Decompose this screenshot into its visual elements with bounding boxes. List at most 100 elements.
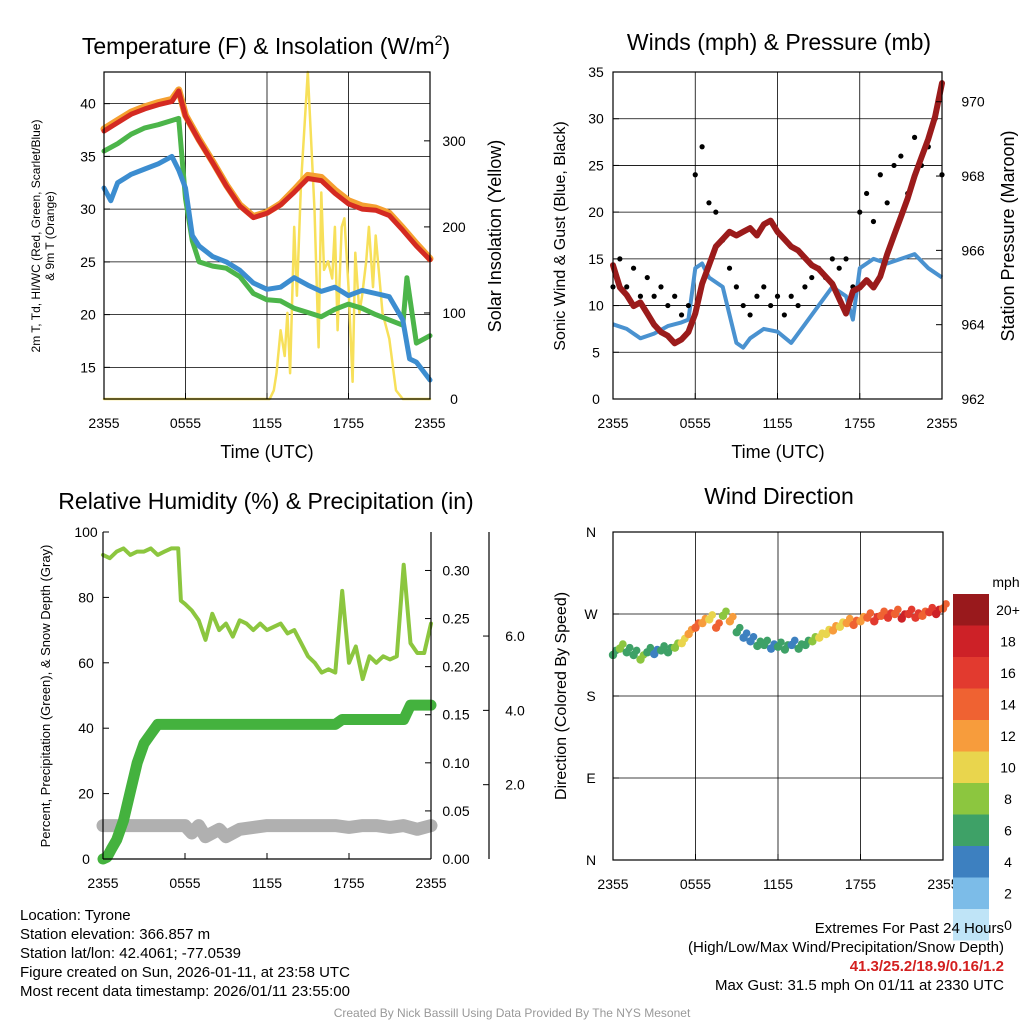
humidity-xtick-label: 0555 [169, 875, 200, 891]
humidity-xtick-label: 2355 [87, 875, 118, 891]
snow-ytick-label: 4.0 [505, 702, 525, 718]
direction-point [735, 623, 744, 632]
recent-data-timestamp: Most recent data timestamp: 2026/01/11 2… [20, 983, 350, 1000]
temp-xtick-label: 2355 [88, 415, 119, 431]
colorbar-swatch [953, 688, 989, 720]
temp-ytick-label: 15 [80, 359, 96, 375]
insolation-ytick-label: 100 [442, 305, 466, 321]
temp-ytick-label: 35 [80, 148, 96, 164]
humidity-ytick-label: 20 [78, 786, 94, 802]
humidity-xtick-label: 2355 [415, 875, 446, 891]
colorbar-label: 4 [1004, 854, 1012, 870]
colorbar-label: 20+ [996, 602, 1020, 618]
gust-point [891, 162, 897, 169]
direction-xtick-label: 2355 [597, 876, 628, 892]
temperature-xlabel: Time (UTC) [220, 442, 313, 462]
gust-point [857, 209, 863, 215]
gust-point [788, 293, 794, 299]
direction-xtick-label: 2355 [927, 876, 958, 892]
colorbar-label: 10 [1000, 760, 1016, 776]
temp-xtick-label: 1755 [333, 415, 364, 431]
humidity-ytick-label: 80 [78, 589, 94, 605]
precip-ytick-label: 0.10 [442, 755, 469, 771]
direction-point [777, 638, 785, 647]
gust-point [644, 274, 650, 281]
colorbar-swatch [953, 625, 989, 657]
winds-xtick-label: 0555 [680, 415, 711, 431]
humidity-ytick-label: 0 [82, 851, 90, 867]
temp-series-2m-t [101, 88, 433, 263]
direction-ytick-label: E [586, 770, 595, 786]
direction-ytick-label: S [586, 688, 595, 704]
pressure-ytick-label: 968 [961, 168, 985, 184]
gust-point [768, 302, 774, 309]
extremes-legend: (High/Low/Max Wind/Precipitation/Snow De… [688, 939, 1004, 956]
direction-point [942, 600, 950, 608]
gust-point [747, 312, 753, 318]
temp-ytick-label: 25 [80, 254, 96, 270]
direction-point [894, 605, 902, 614]
station-latlon: Station lat/lon: 42.4061; -77.0539 [20, 945, 242, 962]
temp-xtick-label: 2355 [414, 415, 445, 431]
gust-point [678, 312, 685, 318]
direction-point [845, 614, 854, 623]
pressure-ytick-label: 962 [961, 391, 985, 407]
gust-point [802, 284, 808, 290]
max-gust: Max Gust: 31.5 mph On 01/11 at 2330 UTC [714, 977, 1004, 994]
humidity-xtick-label: 1155 [252, 875, 282, 891]
winds-ytick-label: 20 [588, 204, 604, 220]
direction-point [708, 611, 717, 619]
humidity-xtick-label: 1755 [333, 875, 364, 891]
colorbar-label: 16 [1000, 665, 1016, 681]
temperature-panel-title: Temperature (F) & Insolation (W/m2) [82, 32, 450, 59]
gust-point [809, 274, 815, 281]
sonic-wind-line [612, 252, 944, 350]
gust-point [733, 284, 739, 290]
colorbar-swatch [953, 594, 989, 626]
temp-ytick-label: 20 [80, 307, 96, 323]
direction-point [928, 603, 937, 612]
humidity-ytick-label: 60 [78, 655, 94, 671]
gust-point [795, 302, 801, 309]
gust-point [740, 302, 746, 309]
winds-xtick-label: 2355 [597, 415, 628, 431]
gust-point [713, 209, 719, 215]
temp-ytick-label: 30 [80, 201, 96, 217]
colorbar-swatch [953, 877, 989, 909]
temperature-ylabel-line1: 2m T, Td, HI/WC (Red, Green, Scarlet/Blu… [29, 120, 43, 353]
winds-xtick-label: 1155 [762, 415, 792, 431]
winds-ytick-label: 0 [592, 391, 600, 407]
direction-point [715, 619, 723, 627]
station-elevation: Station elevation: 366.857 m [20, 926, 211, 943]
precip-ytick-label: 0.30 [442, 562, 469, 578]
temp-series-hi-wc [101, 153, 433, 383]
snow-ytick-label: 2.0 [505, 777, 525, 793]
precipitation-line [97, 699, 437, 865]
colorbar-title: mph [992, 574, 1019, 590]
colorbar-label: 14 [1000, 697, 1016, 713]
insolation-ytick-label: 300 [442, 133, 466, 149]
pressure-ylabel: Station Pressure (Maroon) [998, 130, 1018, 341]
gust-point [726, 265, 733, 271]
colorbar-label: 2 [1004, 886, 1012, 902]
gust-point [617, 256, 623, 262]
gust-point [692, 172, 698, 178]
gust-point [829, 256, 835, 262]
gust-point [665, 302, 671, 309]
gust-point [774, 293, 781, 299]
gust-point [658, 284, 664, 290]
gust-point [781, 312, 787, 318]
gust-point [685, 302, 691, 309]
station-location: Location: Tyrone [20, 907, 131, 924]
gust-point [884, 200, 890, 206]
insolation-ytick-label: 0 [450, 391, 458, 407]
gust-point [877, 172, 883, 178]
direction-point [625, 643, 634, 652]
pressure-ytick-label: 966 [961, 242, 985, 258]
wind-direction-panel-title: Wind Direction [704, 483, 854, 509]
winds-ytick-label: 15 [588, 251, 604, 267]
winds-ylabel: Sonic Wind & Gust (Blue, Black) [552, 121, 569, 350]
temp-xtick-label: 0555 [170, 415, 201, 431]
direction-point [880, 607, 888, 616]
